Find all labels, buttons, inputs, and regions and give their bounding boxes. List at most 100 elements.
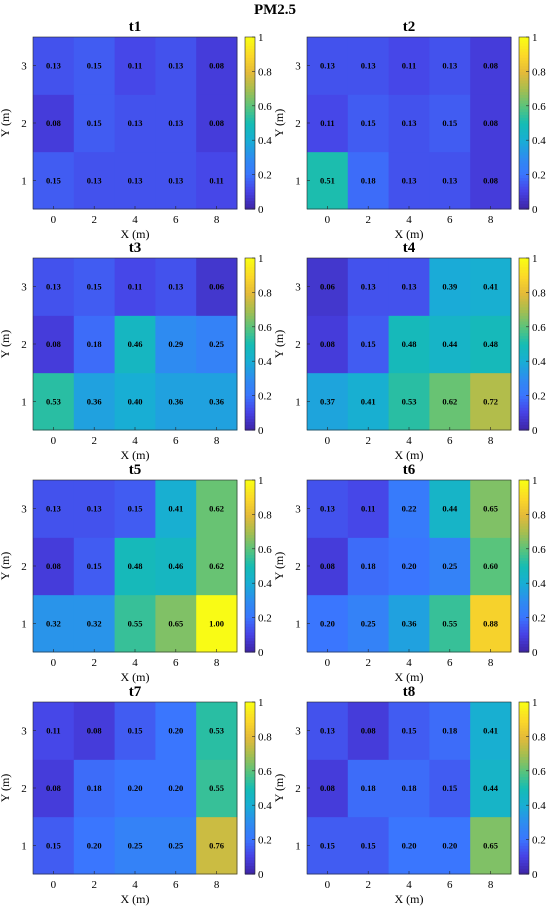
colorbar-segment [519, 839, 529, 844]
colorbar-segment [245, 203, 255, 207]
colorbar-segment [245, 856, 255, 861]
colorbar-segment [519, 730, 529, 735]
colorbar-segment [245, 833, 255, 838]
heatmap-cell [388, 37, 430, 95]
figure-title: PM2.5 [253, 2, 297, 18]
colorbar-segment [519, 177, 529, 181]
colorbar-segment [245, 398, 255, 402]
heatmap-cell [114, 372, 156, 431]
heatmap-cell [155, 151, 197, 210]
cell-value-label: 0.51 [320, 175, 335, 185]
colorbar-segment [519, 611, 529, 616]
panel-title: t8 [403, 684, 416, 700]
colorbar-segment [245, 306, 255, 311]
heatmap-panel-t2: t2 0.51 0.18 0.13 0.13 0.08 0.11 0.15 0.13 0.15 0.… [272, 19, 546, 241]
colorbar-segment [519, 629, 529, 633]
colorbar-segment [519, 114, 529, 118]
cell-value-label: 0.36 [209, 396, 224, 406]
colorbar-segment [519, 111, 529, 115]
colorbar-segment [519, 545, 529, 550]
colorbar-segment [245, 488, 255, 493]
colorbar-segment [245, 594, 255, 599]
colorbar-segment [519, 713, 529, 717]
cell-value-label: 0.48 [402, 339, 417, 349]
cell-value-label: 0.13 [402, 282, 417, 292]
colorbar-segment [245, 206, 255, 210]
colorbar-segment [519, 759, 529, 763]
colorbar-segment [519, 272, 529, 276]
cell-value-label: 0.15 [128, 504, 143, 514]
colorbar-segment [519, 332, 529, 336]
colorbar-segment [245, 871, 255, 875]
cell-value-label: 0.36 [402, 618, 417, 628]
colorbar-segment [245, 528, 255, 533]
colorbar-segment [245, 540, 255, 544]
cell-value-label: 0.13 [320, 61, 335, 71]
panel-title: t7 [129, 684, 142, 700]
colorbar-segment [245, 258, 255, 262]
cell-value-label: 0.13 [128, 175, 143, 185]
colorbar-segment [245, 166, 255, 170]
heatmap-cell [196, 151, 238, 210]
colorbar-tick-label: 0.8 [532, 731, 546, 743]
colorbar-tick-label: 0.6 [258, 766, 272, 778]
colorbar-segment [519, 358, 529, 362]
colorbar-segment [245, 825, 255, 829]
colorbar-segment [245, 531, 255, 536]
colorbar-segment [245, 643, 255, 647]
colorbar-segment [245, 733, 255, 737]
colorbar-segment [519, 378, 529, 382]
colorbar-segment [519, 407, 529, 411]
x-axis-label: X (m) [121, 227, 150, 241]
y-tick-label: 2 [21, 561, 27, 573]
colorbar-segment [245, 301, 255, 305]
cell-value-label: 0.15 [87, 61, 102, 71]
colorbar-segment [245, 349, 255, 354]
cell-value-label: 0.20 [442, 840, 457, 850]
heatmap-cell [196, 258, 238, 316]
cell-value-label: 0.53 [46, 396, 61, 406]
colorbar-segment [245, 42, 255, 47]
cell-value-label: 0.08 [320, 783, 335, 793]
colorbar-segment [245, 91, 255, 95]
colorbar-tick-label: 0 [258, 425, 264, 437]
colorbar-segment [245, 606, 255, 610]
cell-value-label: 0.08 [209, 118, 224, 128]
heatmap-cell [388, 372, 430, 431]
colorbar-segment [519, 805, 529, 809]
colorbar-segment [519, 609, 529, 613]
x-tick-label: 4 [406, 435, 412, 447]
colorbar-segment [519, 384, 529, 388]
colorbar-segment [245, 65, 255, 70]
colorbar-segment [245, 719, 255, 723]
colorbar-segment [519, 283, 529, 288]
colorbar-segment [245, 634, 255, 639]
colorbar-segment [519, 335, 529, 339]
heatmap-cell [155, 258, 197, 316]
x-tick-label: 0 [325, 435, 331, 447]
heatmap-cell [307, 537, 349, 596]
colorbar-frame [518, 479, 530, 653]
cell-value-label: 0.65 [483, 840, 498, 850]
colorbar-segment [245, 739, 255, 743]
x-axis-label: X (m) [395, 448, 424, 462]
heatmap-cell [470, 480, 512, 538]
y-tick-label: 2 [295, 783, 301, 795]
panel-title: t3 [129, 240, 142, 256]
colorbar-segment [519, 424, 529, 428]
heatmap-cell [429, 480, 471, 538]
cell-value-label: 0.08 [209, 61, 224, 71]
heatmap-cell [114, 94, 156, 153]
colorbar-segment [519, 643, 529, 647]
colorbar-segment [245, 566, 255, 570]
colorbar-segment [245, 387, 255, 391]
colorbar-segment [245, 120, 255, 124]
colorbar-segment [519, 381, 529, 385]
colorbar-segment [519, 554, 529, 558]
colorbar-segment [519, 588, 529, 593]
x-tick-label: 6 [173, 657, 179, 669]
colorbar-segment [519, 395, 529, 400]
colorbar-segment [245, 525, 255, 530]
colorbar-segment [245, 332, 255, 336]
colorbar-segment [245, 580, 255, 584]
